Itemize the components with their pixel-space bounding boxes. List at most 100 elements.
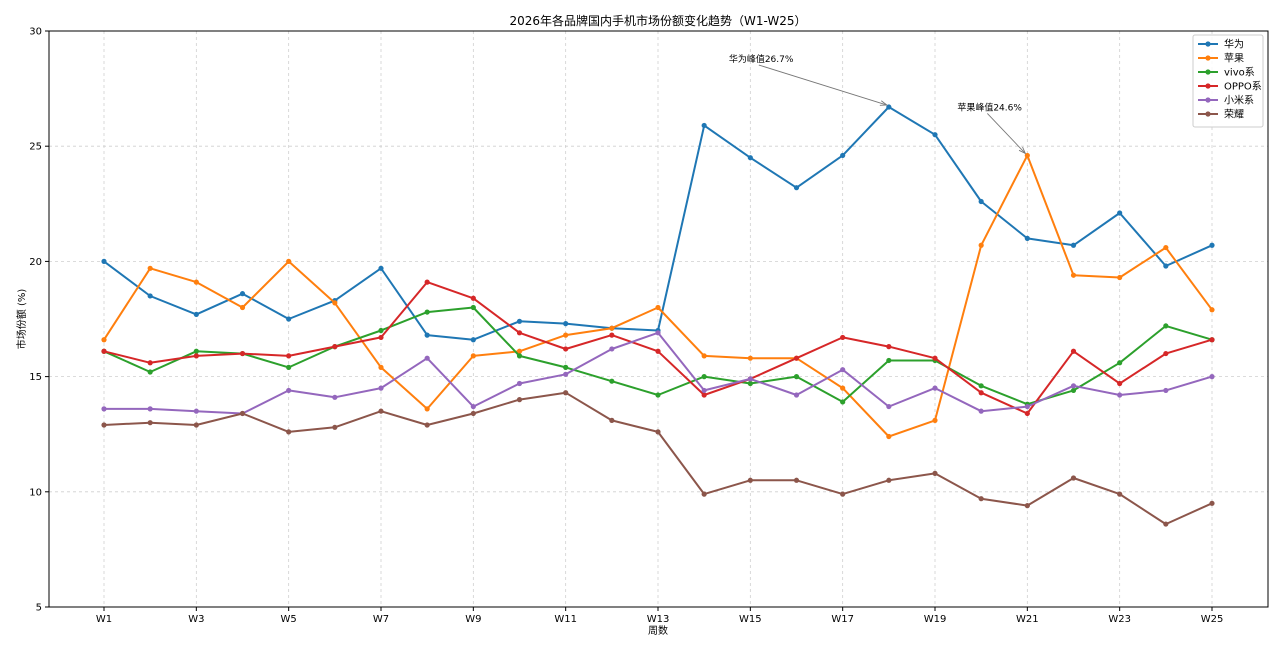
y-tick-label: 15 [29, 372, 42, 383]
data-point [470, 410, 476, 417]
data-point [978, 242, 984, 248]
data-point [1117, 360, 1123, 366]
data-point [563, 390, 569, 396]
annotation-arrowhead [1018, 146, 1027, 155]
annotation-text: 苹果峰值24.6% [957, 101, 1022, 113]
y-tick-label: 30 [29, 27, 42, 38]
data-point [332, 344, 338, 350]
data-point [1070, 242, 1077, 248]
data-point [286, 387, 292, 394]
series-荣耀 [101, 390, 1215, 527]
data-point [793, 185, 800, 191]
data-point [609, 346, 615, 352]
data-point [932, 132, 938, 138]
y-tick-label: 25 [29, 142, 42, 153]
legend-entry: 苹果 [1198, 52, 1244, 65]
data-point [1117, 380, 1123, 387]
data-point [609, 378, 615, 384]
data-point [655, 330, 661, 336]
data-point [655, 304, 661, 311]
data-point [563, 364, 569, 370]
data-point [1163, 387, 1169, 394]
data-point [886, 477, 892, 483]
data-point [286, 353, 292, 359]
data-point [1209, 500, 1215, 506]
data-point [1117, 392, 1123, 398]
data-point [932, 417, 938, 423]
data-point [239, 291, 246, 297]
data-point [424, 279, 430, 285]
data-point [747, 376, 753, 382]
data-point [747, 477, 753, 483]
data-point [840, 367, 846, 373]
annotation: 华为峰值26.7% [729, 53, 889, 106]
data-point [655, 429, 661, 435]
data-point [701, 353, 707, 359]
data-point [101, 258, 107, 264]
x-tick-label: W9 [465, 614, 481, 625]
data-point [1070, 387, 1077, 394]
data-point [516, 380, 523, 387]
annotation-arrow [987, 113, 1026, 154]
data-point [424, 332, 430, 338]
legend-label: OPPO系 [1224, 81, 1262, 93]
data-point [793, 477, 800, 483]
data-point [470, 337, 476, 343]
legend-marker [1205, 97, 1211, 103]
data-point [286, 258, 292, 264]
x-tick-label: W1 [96, 614, 112, 625]
data-point [1024, 503, 1030, 509]
data-point [978, 383, 984, 389]
y-axis-ticks: 5 10 15 20 25 30 [29, 27, 49, 614]
data-point [932, 385, 938, 391]
data-point [1024, 235, 1030, 241]
data-point [378, 408, 384, 414]
data-point [1209, 307, 1215, 313]
data-point [516, 318, 523, 324]
annotation-text: 华为峰值26.7% [729, 53, 794, 65]
data-point [147, 293, 153, 299]
data-point [239, 350, 246, 357]
data-point [886, 344, 892, 350]
data-point [793, 392, 800, 398]
data-point [101, 406, 107, 412]
x-axis-label: 周数 [648, 624, 668, 637]
data-point [286, 429, 292, 435]
data-point [378, 265, 384, 271]
data-point [840, 491, 846, 497]
data-point [424, 309, 430, 315]
data-point [840, 334, 846, 341]
data-point [655, 348, 661, 354]
data-point [470, 353, 476, 359]
data-point [147, 406, 153, 412]
data-point [147, 360, 153, 366]
data-point [747, 380, 753, 387]
data-point [1070, 475, 1077, 481]
data-point [332, 424, 338, 430]
legend-marker [1205, 83, 1211, 89]
data-point [101, 337, 107, 343]
y-tick-label: 20 [29, 257, 42, 268]
x-tick-label: W23 [1108, 614, 1131, 625]
data-point [1024, 403, 1030, 410]
data-point [1024, 410, 1030, 417]
data-point [1209, 242, 1215, 248]
legend-label: 小米系 [1224, 94, 1254, 107]
annotation-arrow [758, 64, 887, 106]
data-point [932, 470, 938, 476]
data-point [563, 332, 569, 338]
data-point [101, 348, 107, 354]
data-point [239, 410, 246, 417]
data-point [286, 316, 292, 322]
data-point [1070, 272, 1077, 278]
series-layer [101, 104, 1215, 527]
data-point [563, 321, 569, 327]
data-point [840, 399, 846, 405]
legend-entry: 华为 [1198, 38, 1244, 51]
x-tick-label: W21 [1016, 614, 1039, 625]
data-point [516, 348, 523, 354]
data-point [147, 265, 153, 271]
data-point [470, 295, 476, 301]
